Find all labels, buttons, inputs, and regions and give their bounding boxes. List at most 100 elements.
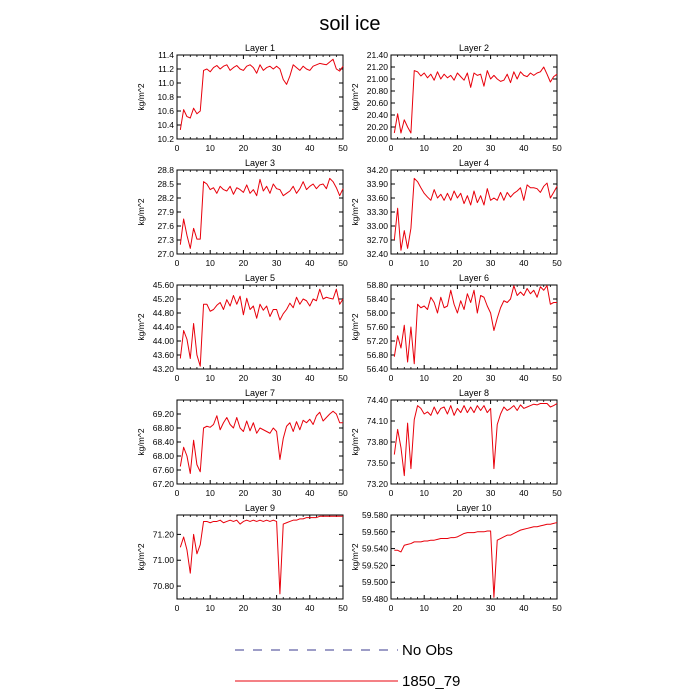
y-tick-label: 43.60 <box>153 350 175 360</box>
y-tick-label: 58.00 <box>367 308 389 318</box>
y-tick-label: 10.2 <box>157 134 174 144</box>
y-tick-label: 20.40 <box>367 110 389 120</box>
y-tick-label: 10.4 <box>157 120 174 130</box>
y-tick-label: 68.40 <box>153 437 175 447</box>
plot-frame <box>176 399 344 485</box>
x-tick-label: 10 <box>419 143 429 153</box>
series-line-1850-79 <box>179 410 343 474</box>
panel-layer-5: Layer 5 0 10 20 30 40 50 43.20 43.60 44.00 44.40 44… <box>136 273 348 383</box>
panel-title: Layer 6 <box>459 273 489 283</box>
y-tick-label: 57.20 <box>367 336 389 346</box>
x-tick-label: 40 <box>519 603 529 613</box>
y-tick-label: 71.20 <box>153 529 175 539</box>
y-tick-label: 59.520 <box>362 560 388 570</box>
y-tick-label: 11.2 <box>158 64 174 74</box>
panel-title: Layer 5 <box>245 273 275 283</box>
y-tick-label: 71.00 <box>153 555 175 565</box>
y-tick-label: 27.3 <box>157 235 174 245</box>
y-tick-label: 44.00 <box>153 336 175 346</box>
y-tick-label: 43.20 <box>153 364 175 374</box>
legend: No Obs 1850_79 <box>235 642 460 690</box>
y-tick-label: 45.60 <box>153 280 175 290</box>
x-tick-label: 50 <box>338 258 348 268</box>
y-tick-label: 33.00 <box>367 221 389 231</box>
panel-title: Layer 1 <box>245 43 275 53</box>
x-tick-label: 50 <box>338 488 348 498</box>
y-tick-label: 28.2 <box>157 193 174 203</box>
y-tick-label: 20.60 <box>367 98 389 108</box>
plot-frame <box>176 54 344 140</box>
x-tick-label: 40 <box>519 373 529 383</box>
x-tick-label: 50 <box>338 603 348 613</box>
y-tick-label: 21.40 <box>367 50 389 60</box>
y-tick-label: 21.20 <box>367 62 389 72</box>
y-tick-label: 32.70 <box>367 235 389 245</box>
y-axis-label: kg/m^2 <box>136 198 146 225</box>
series-line-1850-79 <box>179 177 344 249</box>
y-tick-label: 20.20 <box>367 122 389 132</box>
x-tick-label: 10 <box>205 488 215 498</box>
y-tick-label: 45.20 <box>153 294 175 304</box>
x-tick-label: 30 <box>272 143 282 153</box>
y-tick-label: 28.8 <box>157 165 174 175</box>
series-line-1850-79 <box>393 285 557 365</box>
y-axis-label: kg/m^2 <box>350 83 360 110</box>
x-tick-label: 40 <box>519 143 529 153</box>
y-tick-label: 44.40 <box>153 322 175 332</box>
x-tick-label: 0 <box>389 488 394 498</box>
y-tick-label: 59.500 <box>362 577 388 587</box>
panel-layer-3: Layer 3 0 10 20 30 40 50 27.0 27.3 27.6 27.9 28.2 28… <box>136 158 348 268</box>
x-tick-label: 10 <box>419 603 429 613</box>
panel-title: Layer 2 <box>459 43 489 53</box>
x-tick-label: 10 <box>419 373 429 383</box>
series-line-1850-79 <box>393 403 558 477</box>
series-line-1850-79 <box>179 515 343 595</box>
y-tick-label: 69.20 <box>153 409 175 419</box>
legend-label-no-obs: No Obs <box>402 642 453 659</box>
y-axis-label: kg/m^2 <box>136 83 146 110</box>
x-tick-label: 10 <box>205 603 215 613</box>
y-tick-label: 67.60 <box>153 465 175 475</box>
x-tick-label: 50 <box>552 258 562 268</box>
panel-title: Layer 7 <box>245 388 275 398</box>
series-line-1850-79 <box>179 58 344 130</box>
y-tick-label: 28.5 <box>157 179 174 189</box>
main-title: soil ice <box>319 13 380 35</box>
y-tick-label: 59.480 <box>362 594 388 604</box>
x-tick-label: 30 <box>272 603 282 613</box>
legend-label-1850-79: 1850_79 <box>402 673 460 690</box>
x-tick-label: 20 <box>453 373 463 383</box>
panel-layer-2: Layer 2 0 10 20 30 40 50 20.00 20.20 20.40 20.60 20… <box>350 43 562 153</box>
y-tick-label: 68.80 <box>153 423 175 433</box>
x-tick-label: 50 <box>338 373 348 383</box>
x-tick-label: 30 <box>272 488 282 498</box>
y-axis-label: kg/m^2 <box>350 313 360 340</box>
panel-title: Layer 4 <box>459 158 489 168</box>
x-tick-label: 30 <box>272 258 282 268</box>
y-tick-label: 27.6 <box>157 221 174 231</box>
y-axis-label: kg/m^2 <box>350 428 360 455</box>
x-tick-label: 0 <box>389 603 394 613</box>
y-tick-label: 58.80 <box>367 280 389 290</box>
panels: Layer 10 10 20 30 40 5010.210.410.610.811.011… <box>136 43 562 613</box>
panel-title: Layer 10 <box>456 503 491 513</box>
y-tick-label: 21.00 <box>367 74 389 84</box>
y-axis-label: kg/m^2 <box>136 543 146 570</box>
y-tick-label: 32.40 <box>367 249 389 259</box>
y-tick-label: 74.10 <box>367 416 389 426</box>
x-tick-label: 30 <box>486 373 496 383</box>
x-tick-label: 20 <box>239 603 249 613</box>
x-tick-label: 20 <box>239 143 249 153</box>
x-tick-label: 0 <box>175 373 180 383</box>
x-tick-label: 20 <box>239 258 249 268</box>
panel-title: Layer 9 <box>245 503 275 513</box>
plot-frame <box>176 514 344 600</box>
panel-layer-10: Layer 10 0 10 20 30 40 50 59.480 59.500 59.520 59.… <box>350 503 562 613</box>
x-tick-label: 20 <box>239 373 249 383</box>
series-line-1850-79 <box>394 522 558 598</box>
x-tick-label: 50 <box>552 373 562 383</box>
x-tick-label: 40 <box>305 143 315 153</box>
x-tick-label: 40 <box>305 258 315 268</box>
panel-title: Layer 3 <box>245 158 275 168</box>
